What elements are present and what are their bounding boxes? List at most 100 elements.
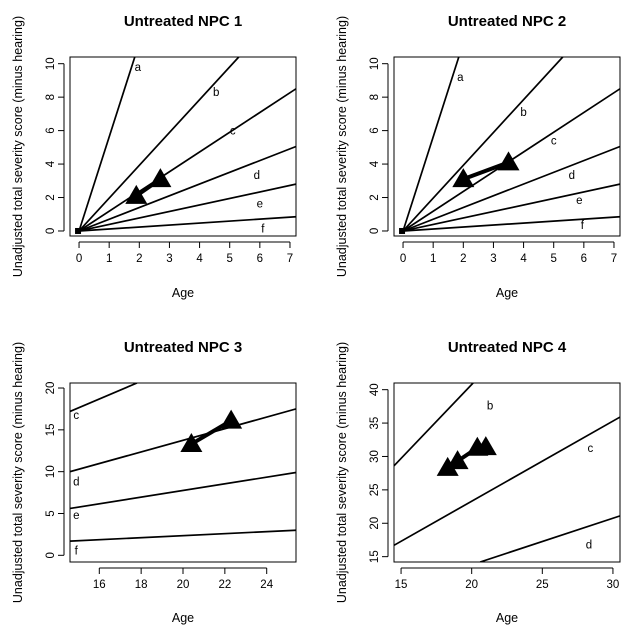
series-label-a: a bbox=[135, 62, 142, 74]
plot-frame bbox=[69, 382, 297, 563]
y-tick-label: 20 bbox=[369, 517, 381, 530]
chart-panel-3: Untreated NPC 3 Unadjusted total severity… bbox=[11, 339, 297, 625]
series-line-d bbox=[78, 145, 296, 232]
x-tick-label: 5 bbox=[227, 253, 233, 265]
series-label-f: f bbox=[581, 220, 585, 232]
x-tick-label: 18 bbox=[135, 579, 148, 591]
series-line-a bbox=[78, 57, 136, 232]
x-tick-label: 20 bbox=[177, 579, 190, 591]
series-line-b bbox=[402, 57, 564, 232]
observation-point bbox=[497, 151, 520, 171]
x-tick-label: 7 bbox=[287, 253, 293, 265]
x-tick-label: 2 bbox=[460, 253, 466, 265]
series-label-c: c bbox=[230, 126, 236, 138]
origin-marker bbox=[399, 227, 406, 234]
x-tick-label: 1 bbox=[106, 253, 112, 265]
y-tick-label: 2 bbox=[369, 194, 381, 200]
y-tick-label: 10 bbox=[45, 465, 57, 478]
y-axis-label: Unadjusted total severity score (minus h… bbox=[335, 342, 349, 603]
x-tick-label: 4 bbox=[520, 253, 527, 265]
x-tick-label: 1 bbox=[430, 253, 436, 265]
series-label-c: c bbox=[73, 410, 79, 422]
y-tick-label: 40 bbox=[369, 383, 381, 396]
observation-point bbox=[446, 450, 469, 470]
series-label-d: d bbox=[73, 477, 79, 489]
y-axis-label: Unadjusted total severity score (minus h… bbox=[11, 342, 25, 603]
series-line-c bbox=[394, 416, 620, 547]
y-tick-label: 8 bbox=[369, 94, 381, 100]
series-lines bbox=[70, 383, 296, 542]
observation-point bbox=[180, 433, 203, 453]
x-axis-label: Age bbox=[172, 286, 194, 300]
chart-panel-4: Untreated NPC 4 Unadjusted total severity… bbox=[335, 339, 621, 625]
x-tick-label: 6 bbox=[257, 253, 263, 265]
series-label-e: e bbox=[257, 198, 263, 210]
series-label-b: b bbox=[213, 87, 219, 99]
series-label-b: b bbox=[487, 401, 493, 413]
y-tick-label: 6 bbox=[369, 127, 381, 133]
series-label-f: f bbox=[261, 223, 265, 235]
series-line-c bbox=[78, 88, 296, 232]
chart-title: Untreated NPC 4 bbox=[448, 339, 567, 356]
x-tick-label: 25 bbox=[536, 579, 549, 591]
series-label-d: d bbox=[586, 540, 592, 552]
x-axis-label: Age bbox=[172, 611, 194, 625]
y-tick-label: 10 bbox=[369, 57, 381, 70]
chart-title: Untreated NPC 2 bbox=[448, 13, 566, 30]
y-tick-label: 8 bbox=[45, 94, 57, 100]
chart-title: Untreated NPC 3 bbox=[124, 339, 242, 356]
series-label-d: d bbox=[254, 170, 260, 182]
series-line-e bbox=[78, 183, 296, 232]
series-label-c: c bbox=[551, 136, 557, 148]
series-line-e bbox=[70, 471, 296, 510]
series-line-e bbox=[402, 183, 620, 232]
x-tick-label: 15 bbox=[395, 579, 408, 591]
series-line-b bbox=[394, 383, 474, 467]
y-tick-label: 0 bbox=[45, 228, 57, 234]
y-tick-label: 6 bbox=[45, 127, 57, 133]
x-tick-label: 3 bbox=[490, 253, 496, 265]
series-line-d bbox=[479, 515, 620, 562]
y-tick-label: 30 bbox=[369, 450, 381, 463]
x-tick-label: 16 bbox=[93, 579, 106, 591]
series-lines bbox=[78, 57, 296, 232]
series-label-a: a bbox=[457, 72, 464, 84]
x-tick-label: 6 bbox=[581, 253, 587, 265]
series-line-d bbox=[70, 408, 296, 473]
x-tick-label: 4 bbox=[196, 253, 203, 265]
observation-point bbox=[149, 168, 172, 188]
y-tick-label: 10 bbox=[45, 57, 57, 70]
x-tick-label: 3 bbox=[166, 253, 172, 265]
y-tick-label: 4 bbox=[45, 160, 57, 167]
series-line-d bbox=[402, 145, 620, 232]
y-tick-label: 15 bbox=[369, 550, 381, 563]
x-tick-label: 7 bbox=[611, 253, 617, 265]
series-label-e: e bbox=[73, 510, 79, 522]
chart-panel-2: Untreated NPC 2 Unadjusted total severity… bbox=[335, 13, 621, 300]
series-label-b: b bbox=[520, 107, 526, 119]
chart-panel-1: Untreated NPC 1 Unadjusted total severity… bbox=[11, 13, 297, 300]
series-line-f bbox=[70, 529, 296, 542]
plot-frame bbox=[393, 56, 621, 237]
observation-point bbox=[452, 168, 475, 188]
y-tick-label: 0 bbox=[369, 228, 381, 234]
series-line-a bbox=[402, 57, 460, 232]
y-tick-label: 35 bbox=[369, 417, 381, 430]
series-label-e: e bbox=[576, 195, 582, 207]
series-line-b bbox=[78, 57, 240, 232]
y-tick-label: 2 bbox=[45, 194, 57, 200]
y-axis-label: Unadjusted total severity score (minus h… bbox=[11, 16, 25, 277]
x-tick-label: 20 bbox=[465, 579, 478, 591]
plot-frame bbox=[69, 56, 297, 237]
observation-point bbox=[125, 184, 148, 204]
observation-point bbox=[474, 436, 497, 456]
y-axis-label: Unadjusted total severity score (minus h… bbox=[335, 16, 349, 277]
x-tick-label: 0 bbox=[76, 253, 82, 265]
series-lines bbox=[394, 383, 620, 562]
y-tick-label: 25 bbox=[369, 483, 381, 496]
series-label-f: f bbox=[75, 545, 79, 557]
y-tick-label: 15 bbox=[45, 423, 57, 436]
x-axis-label: Age bbox=[496, 286, 518, 300]
y-tick-label: 4 bbox=[369, 160, 381, 167]
